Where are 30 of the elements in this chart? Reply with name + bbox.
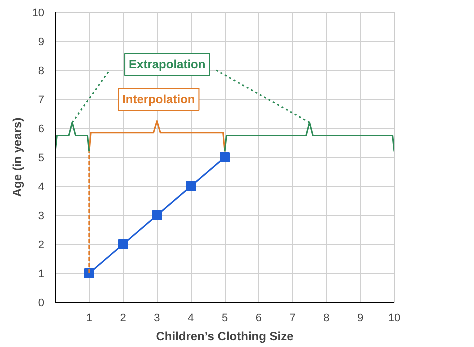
annotation: Interpolation — [122, 92, 196, 106]
y-tick-label: 1 — [38, 268, 45, 280]
x-tick-label: 7 — [290, 312, 296, 324]
x-tick-label: 1 — [86, 312, 92, 324]
x-tick-label: 4 — [188, 312, 194, 324]
y-axis-title: Age (in years) — [10, 118, 24, 198]
y-tick-label: 3 — [38, 210, 45, 222]
point — [186, 182, 196, 192]
y-tick-label: 0 — [38, 298, 45, 310]
y-tick-label: 9 — [38, 36, 45, 48]
x-tick-label: 2 — [120, 312, 126, 324]
x-tick-label: 8 — [324, 312, 330, 324]
x-tick-label: 5 — [222, 312, 228, 324]
point — [152, 210, 162, 220]
x-axis-title: Children’s Clothing Size — [156, 330, 294, 344]
x-tick-label: 6 — [256, 312, 262, 324]
y-tick-label: 2 — [38, 240, 45, 252]
x-tick-label: 9 — [358, 312, 364, 324]
annotation: Extrapolation — [129, 58, 206, 72]
x-tick-label: 10 — [388, 312, 401, 324]
y-tick-label: 10 — [32, 8, 45, 20]
x-tick-label: 3 — [154, 312, 160, 324]
y-tick-label: 4 — [38, 182, 45, 194]
y-tick-label: 5 — [38, 152, 45, 164]
point — [220, 152, 230, 162]
y-tick-label: 8 — [38, 66, 45, 78]
y-tick-label: 7 — [38, 94, 45, 106]
point — [84, 268, 94, 278]
y-tick-label: 6 — [38, 124, 45, 136]
point — [118, 240, 128, 250]
